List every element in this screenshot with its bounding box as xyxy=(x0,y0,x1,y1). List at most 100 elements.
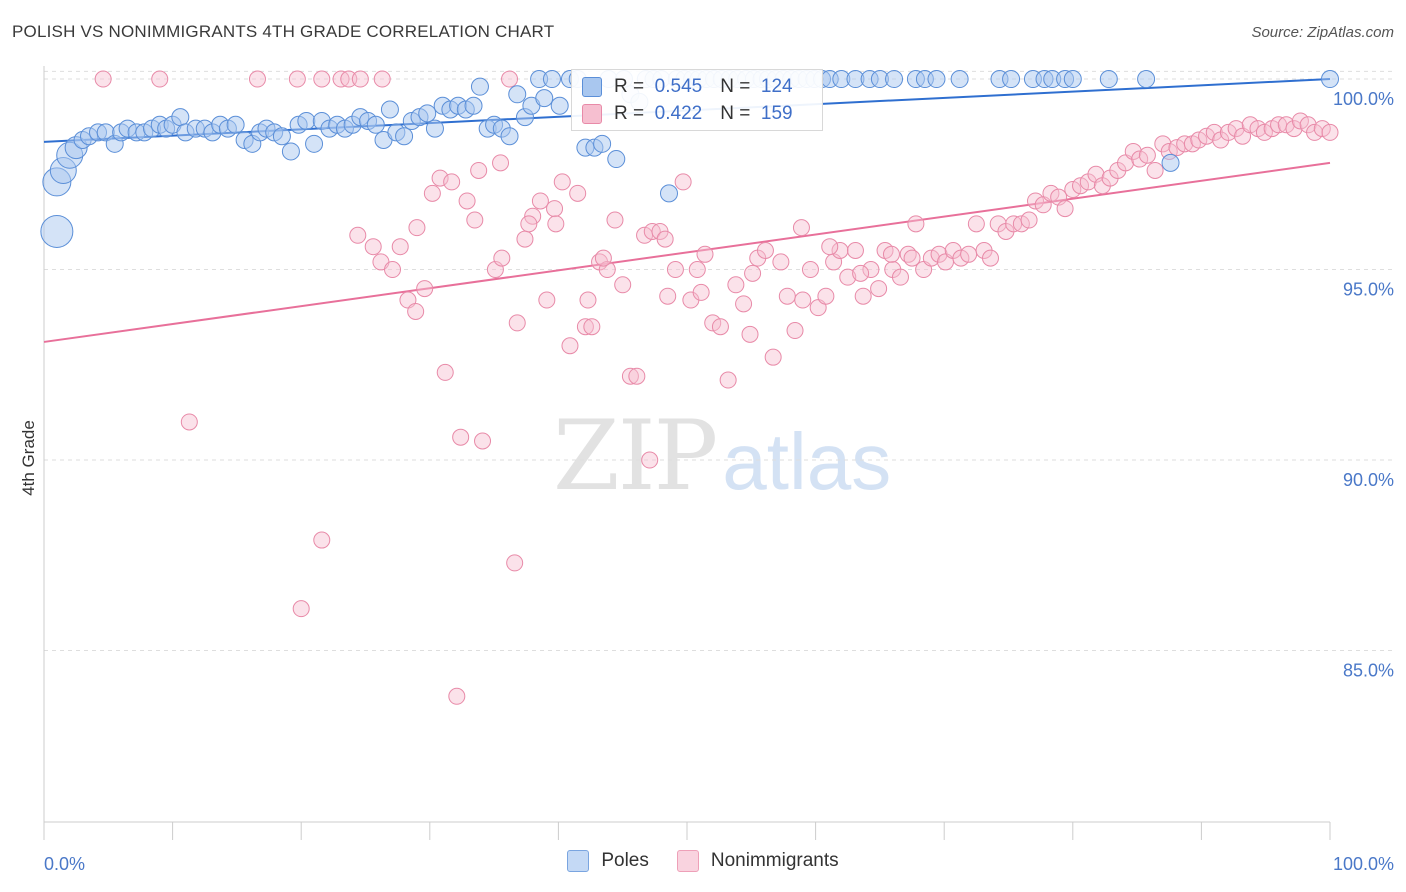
nonimmigrants-point xyxy=(764,348,782,366)
poles-points xyxy=(40,70,1339,248)
nonimmigrants-point xyxy=(407,302,425,320)
nonimmigrants-point xyxy=(594,249,612,267)
correlation-legend: R = 0.545 N = 124 R = 0.422 N = 159 xyxy=(571,69,823,131)
watermark: ZIPatlas xyxy=(553,400,891,512)
nonimmigrants-point xyxy=(313,70,331,88)
poles-point xyxy=(508,85,527,104)
nonimmigrants-point xyxy=(436,363,454,381)
watermark-atlas: atlas xyxy=(722,417,892,506)
nonimmigrants-point xyxy=(854,287,872,305)
nonimmigrants-point xyxy=(641,451,659,469)
nonimmigrants-point xyxy=(364,238,382,256)
nonimmigrants-point xyxy=(1064,181,1082,199)
poles-point xyxy=(885,70,904,89)
poles-point xyxy=(1161,153,1180,172)
poles-point xyxy=(927,70,946,89)
nonimmigrants-point xyxy=(744,264,762,282)
y-tick-label: 85.0% xyxy=(1343,661,1394,681)
nonimmigrants-legend-swatch xyxy=(676,850,699,872)
poles-point xyxy=(226,115,245,134)
axes xyxy=(43,66,1331,840)
nonimmigrants-point xyxy=(792,219,810,237)
nonimmigrants-point xyxy=(458,192,476,210)
nonimmigrants-point xyxy=(470,161,488,179)
nonimmigrants-point xyxy=(801,261,819,279)
nonimmigrants-point xyxy=(628,367,646,385)
nonimmigrants-point xyxy=(408,219,426,237)
nonimmigrants-point xyxy=(981,249,999,267)
y-tick-label: 95.0% xyxy=(1343,280,1394,300)
nonimmigrants-point xyxy=(696,245,714,263)
chart-title: POLISH VS NONIMMIGRANTS 4TH GRADE CORREL… xyxy=(12,22,555,41)
poles-point xyxy=(1137,70,1156,89)
nonimmigrants-point xyxy=(674,173,692,191)
nonimmigrants-points xyxy=(94,70,1339,705)
nonimmigrants-point xyxy=(907,215,925,233)
poles-point xyxy=(171,108,190,127)
nonimmigrants-point xyxy=(448,687,466,705)
legend-item-nonimmigrants[interactable]: Nonimmigrants xyxy=(676,850,839,872)
nonimmigrants-point xyxy=(1138,146,1156,164)
nonimmigrants-point xyxy=(452,428,470,446)
nonimmigrants-point xyxy=(501,70,519,88)
poles-point xyxy=(380,100,399,119)
nonimmigrants-point xyxy=(373,70,391,88)
nonimmigrants-point xyxy=(952,249,970,267)
nonimmigrants-point xyxy=(546,200,564,218)
nonimmigrants-point xyxy=(735,295,753,313)
nonimmigrants-point xyxy=(727,276,745,294)
nonimmigrants-point xyxy=(1146,161,1164,179)
nonimmigrants-point xyxy=(340,70,358,88)
nonimmigrants-point xyxy=(1020,211,1038,229)
nonimmigrants-point xyxy=(1131,150,1149,168)
nonimmigrants-r-value: 0.422 xyxy=(654,103,703,124)
nonimmigrants-point xyxy=(1255,123,1273,141)
poles-point xyxy=(395,127,414,146)
poles-r-label: R = xyxy=(614,76,645,97)
nonimmigrants-point xyxy=(922,249,940,267)
nonimmigrants-point xyxy=(1241,116,1259,134)
legend-row-poles: R = 0.545 N = 124 xyxy=(582,74,793,100)
nonimmigrants-point xyxy=(561,337,579,355)
nonimmigrants-point xyxy=(547,215,565,233)
nonimmigrants-point xyxy=(520,215,538,233)
nonimmigrants-point xyxy=(351,70,369,88)
nonimmigrants-swatch xyxy=(582,104,602,124)
poles-point xyxy=(40,214,74,248)
nonimmigrants-point xyxy=(416,280,434,298)
nonimmigrants-point xyxy=(553,173,571,191)
nonimmigrants-point xyxy=(606,211,624,229)
nonimmigrants-point xyxy=(1190,131,1208,149)
nonimmigrants-point xyxy=(817,287,835,305)
nonimmigrants-point xyxy=(248,70,266,88)
nonimmigrants-point xyxy=(1313,120,1331,138)
nonimmigrants-point xyxy=(313,531,331,549)
nonimmigrants-point xyxy=(391,238,409,256)
nonimmigrants-point xyxy=(1306,123,1324,141)
poles-point xyxy=(272,127,291,146)
y-axis-label: 4th Grade xyxy=(19,420,38,496)
x-tick-labels: 0.0% 100.0% xyxy=(44,854,1394,874)
nonimmigrants-point xyxy=(1056,200,1074,218)
nonimmigrants-point xyxy=(94,70,112,88)
nonimmigrants-point xyxy=(1072,177,1090,195)
poles-point xyxy=(297,111,316,130)
nonimmigrants-point xyxy=(1042,184,1060,202)
nonimmigrants-point xyxy=(846,242,864,259)
nonimmigrants-point xyxy=(821,238,839,256)
poles-point xyxy=(535,89,554,108)
legend-row-nonimmigrants: R = 0.422 N = 159 xyxy=(582,101,793,127)
poles-point xyxy=(500,127,519,146)
legend-item-poles[interactable]: Poles xyxy=(567,850,649,872)
poles-point xyxy=(425,119,444,138)
nonimmigrants-point xyxy=(531,192,549,210)
poles-point xyxy=(305,134,324,153)
nonimmigrants-point xyxy=(772,253,790,271)
nonimmigrants-point xyxy=(960,245,978,263)
nonimmigrants-point xyxy=(688,261,706,279)
nonimmigrants-point xyxy=(891,268,909,286)
poles-legend-label: Poles xyxy=(601,850,649,871)
nonimmigrants-point xyxy=(967,215,985,233)
nonimmigrants-point xyxy=(1291,112,1309,130)
